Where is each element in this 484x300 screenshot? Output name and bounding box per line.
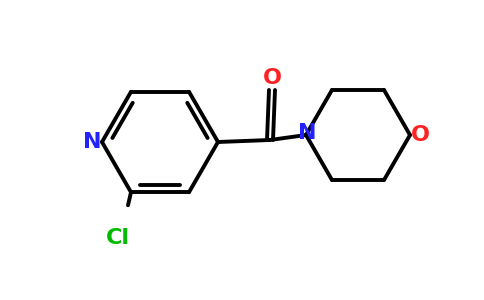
Text: O: O [262,68,282,88]
Text: Cl: Cl [106,228,130,248]
Text: N: N [83,132,101,152]
Text: O: O [410,125,429,145]
Text: N: N [298,123,316,143]
